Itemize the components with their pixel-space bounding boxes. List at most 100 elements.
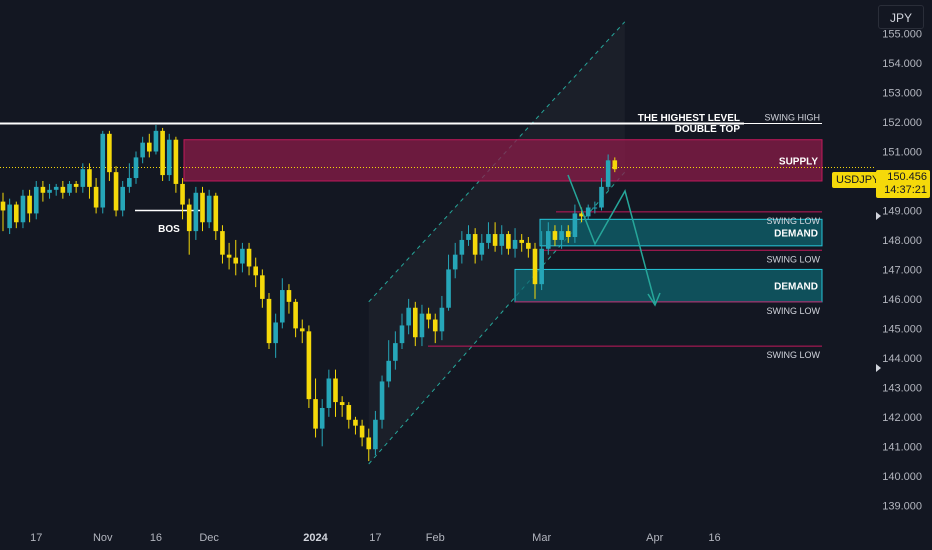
candle	[519, 234, 524, 252]
x-tick-label: Dec	[199, 532, 219, 544]
x-tick-label: 17	[30, 532, 42, 544]
candle	[107, 130, 112, 181]
candle	[253, 257, 258, 288]
candle	[386, 340, 391, 388]
bar-countdown: 14:37:21	[884, 184, 927, 196]
candle	[273, 313, 278, 358]
candle-body	[552, 231, 558, 240]
candle-body	[519, 239, 524, 243]
y-tick-label: 149.000	[882, 205, 922, 217]
candle-body	[439, 307, 445, 332]
candle-body	[127, 178, 132, 187]
y-tick-label: 153.000	[882, 88, 922, 100]
candle-body	[366, 437, 372, 450]
candle-body	[532, 248, 538, 285]
candle	[0, 192, 6, 232]
candle	[413, 301, 418, 347]
candle	[286, 284, 292, 314]
candle-body	[592, 207, 598, 209]
x-tick-label: 2024	[303, 532, 328, 544]
candles	[0, 124, 618, 462]
y-tick-label: 140.000	[882, 471, 922, 483]
candle	[173, 136, 179, 193]
demand-label: DEMAND	[774, 229, 818, 240]
candle	[326, 369, 332, 417]
candle-body	[479, 242, 485, 255]
candle-body	[546, 231, 551, 249]
candle	[206, 189, 212, 229]
candle	[306, 325, 312, 408]
candle	[200, 186, 205, 232]
candle-body	[67, 183, 72, 193]
candle-body	[432, 319, 438, 332]
x-tick-label: Nov	[93, 532, 113, 544]
supply-label: SUPPLY	[779, 156, 818, 167]
candle	[546, 222, 551, 255]
candle-body	[319, 407, 325, 429]
candle	[512, 228, 518, 258]
candle	[373, 410, 378, 456]
candle	[366, 428, 372, 462]
x-axis: 17 Nov 16 Dec 2024 17 Feb Mar Apr 16	[30, 532, 721, 544]
candle	[127, 163, 132, 193]
candle-body	[299, 328, 305, 332]
candle	[113, 166, 119, 217]
candle	[486, 222, 491, 249]
candle	[160, 127, 165, 181]
candle	[539, 231, 544, 291]
candle-body	[333, 378, 338, 403]
y-tick-label: 148.000	[882, 235, 922, 247]
candle-body	[213, 195, 219, 232]
candle	[220, 225, 225, 264]
y-tick-label: 151.000	[882, 147, 922, 159]
candle-body	[286, 290, 292, 302]
candle	[140, 136, 145, 164]
candle	[479, 234, 485, 261]
level-label: SWING LOW	[767, 350, 821, 360]
y-tick-label: 143.000	[882, 382, 922, 394]
candle-body	[313, 399, 318, 429]
candle	[552, 225, 558, 246]
candle-body	[426, 313, 431, 320]
candle	[87, 163, 92, 199]
annotation-texts: THE HIGHEST LEVEL DOUBLE TOP BOS	[158, 113, 740, 235]
candle-body	[373, 419, 378, 450]
bos-label: BOS	[158, 224, 180, 235]
candle	[226, 242, 232, 270]
projection-arrows	[567, 174, 661, 307]
candle-body	[93, 186, 99, 208]
candle	[559, 225, 564, 249]
candle	[532, 242, 538, 299]
candle-body	[565, 231, 571, 237]
candle	[492, 222, 498, 252]
y-tick-label: 144.000	[882, 353, 922, 365]
candle-body	[240, 248, 245, 264]
level-label: SWING HIGH	[765, 112, 821, 122]
candle-body	[173, 139, 179, 184]
candle	[459, 231, 465, 264]
currency-button[interactable]: JPY	[878, 5, 924, 29]
candle-body	[140, 142, 145, 158]
candle	[592, 201, 598, 214]
candle-body	[147, 142, 152, 152]
candle	[313, 378, 318, 438]
supply-zone	[183, 139, 823, 182]
candle-body	[526, 242, 531, 249]
candle-body	[33, 186, 39, 214]
candle	[213, 192, 219, 240]
candle-body	[193, 192, 199, 232]
candle-body	[353, 419, 358, 426]
zones: SUPPLY DEMAND DEMAND	[183, 139, 823, 303]
candle	[472, 228, 478, 264]
candle-body	[459, 239, 465, 255]
y-tick-label: 146.000	[882, 294, 922, 306]
candle-body	[60, 186, 66, 193]
chart-title-line1: THE HIGHEST LEVEL	[638, 113, 740, 124]
candle-body	[0, 201, 6, 211]
candle-body	[413, 307, 418, 338]
candle	[20, 189, 26, 229]
candle-body	[605, 160, 611, 187]
x-tick-label: Feb	[426, 532, 445, 544]
candle-body	[233, 257, 239, 264]
